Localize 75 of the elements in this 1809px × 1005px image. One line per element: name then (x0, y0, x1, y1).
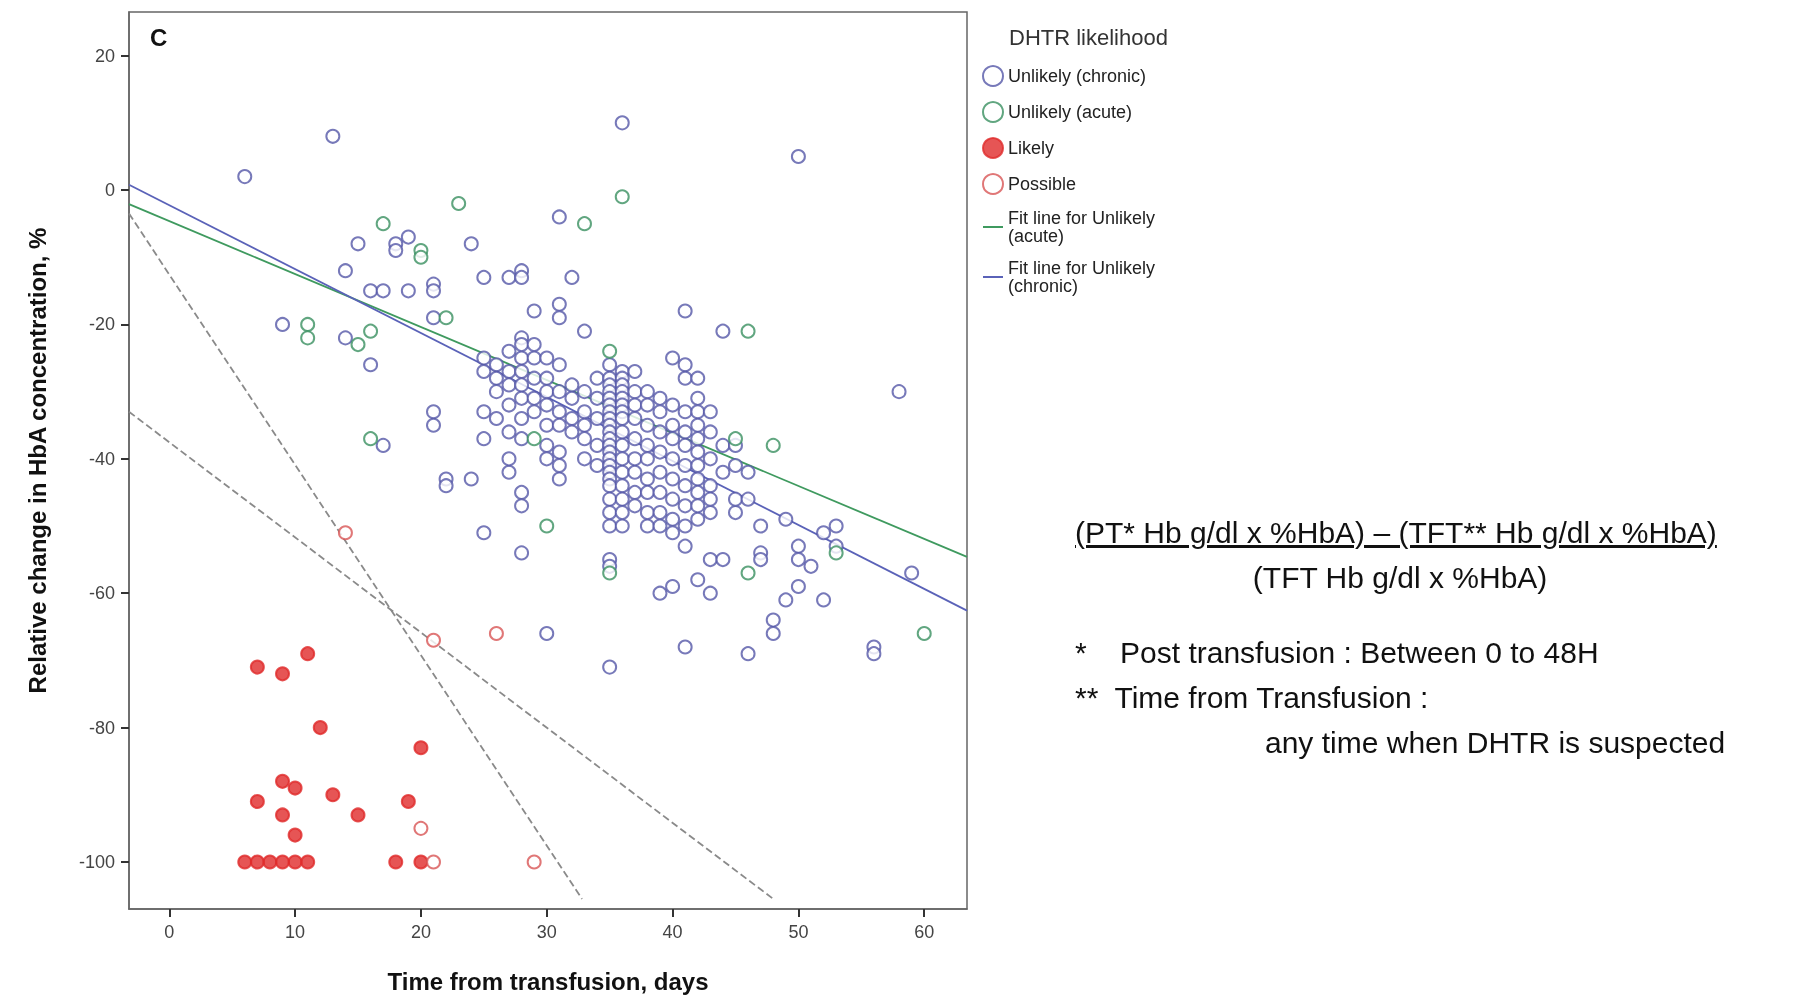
point (438, 310, 454, 326)
point (363, 431, 379, 447)
point (337, 525, 353, 541)
legend-label: Unlikely (chronic) (1008, 66, 1147, 86)
point (287, 854, 303, 870)
point (413, 249, 429, 265)
point (526, 431, 542, 447)
point (262, 854, 278, 870)
point (287, 780, 303, 796)
text: (TFT Hb g/dl x %HbA) (1251, 560, 1549, 596)
point (388, 854, 404, 870)
legend-label: Unlikely (acute) (1008, 102, 1133, 122)
y-tick-label: -60 (88, 583, 115, 604)
y-tick-label: -20 (88, 314, 115, 335)
x-tick-label: 0 (164, 922, 175, 942)
point (740, 565, 756, 581)
x-tick-label: 10 (285, 922, 306, 942)
point (312, 720, 328, 736)
x-tick-label: 40 (662, 922, 683, 942)
legend-label: Fit line for Unlikely (acute) (1008, 208, 1161, 246)
point (300, 854, 316, 870)
point (300, 316, 316, 332)
point (740, 323, 756, 339)
x-tick-label: 30 (536, 922, 557, 942)
text: any time when DHTR is suspected (1264, 725, 1726, 761)
point (577, 216, 592, 232)
point (237, 854, 253, 870)
point (916, 626, 932, 642)
point (249, 794, 265, 809)
y-tick-label: -100 (78, 851, 115, 872)
point (275, 666, 291, 682)
text: (PT* Hb g/dl x %HbA) – (TFT** Hb g/dl x %HbA) (1075, 515, 1718, 551)
point (287, 827, 303, 843)
point (350, 807, 366, 823)
y-tick-label: 20 (94, 45, 115, 66)
point (275, 807, 291, 823)
point (400, 794, 416, 809)
x-tick-label: 50 (788, 922, 809, 942)
y-tick-label: -40 (88, 448, 115, 469)
point (727, 431, 743, 447)
y-tick-label: -80 (88, 717, 115, 738)
x-tick-label: 60 (914, 922, 935, 942)
point (249, 659, 265, 675)
text: ** Time from Transfusion : (1075, 680, 1430, 716)
point (765, 437, 781, 453)
point (413, 740, 429, 756)
text: * Post transfusion : Between 0 to 48H (1075, 635, 1600, 671)
point (300, 646, 316, 662)
point (249, 854, 265, 870)
point (488, 626, 504, 642)
point (451, 196, 467, 211)
point (275, 773, 291, 789)
legend-label: Possible (1008, 174, 1077, 194)
point (275, 854, 291, 870)
y-tick-label: 0 (104, 180, 115, 201)
point (375, 216, 391, 232)
y-axis-title: Relative change in HbA concentration, % (23, 227, 51, 694)
point (426, 854, 441, 870)
point (325, 787, 341, 803)
point (413, 820, 429, 836)
point (350, 337, 366, 353)
point (614, 189, 630, 205)
point (539, 518, 555, 534)
point (300, 330, 316, 346)
legend-label: Likely (1008, 138, 1055, 158)
text: C (150, 23, 168, 51)
point (426, 632, 441, 648)
legend-title: DHTR likelihood (1009, 24, 1168, 50)
x-tick-label: 20 (410, 922, 431, 942)
point (526, 854, 542, 870)
legend-label: Fit line for Unlikely (chronic) (1008, 258, 1161, 296)
point (363, 323, 379, 339)
point (413, 854, 429, 870)
x-axis-title: Time from transfusion, days (387, 967, 709, 995)
point (602, 343, 618, 359)
